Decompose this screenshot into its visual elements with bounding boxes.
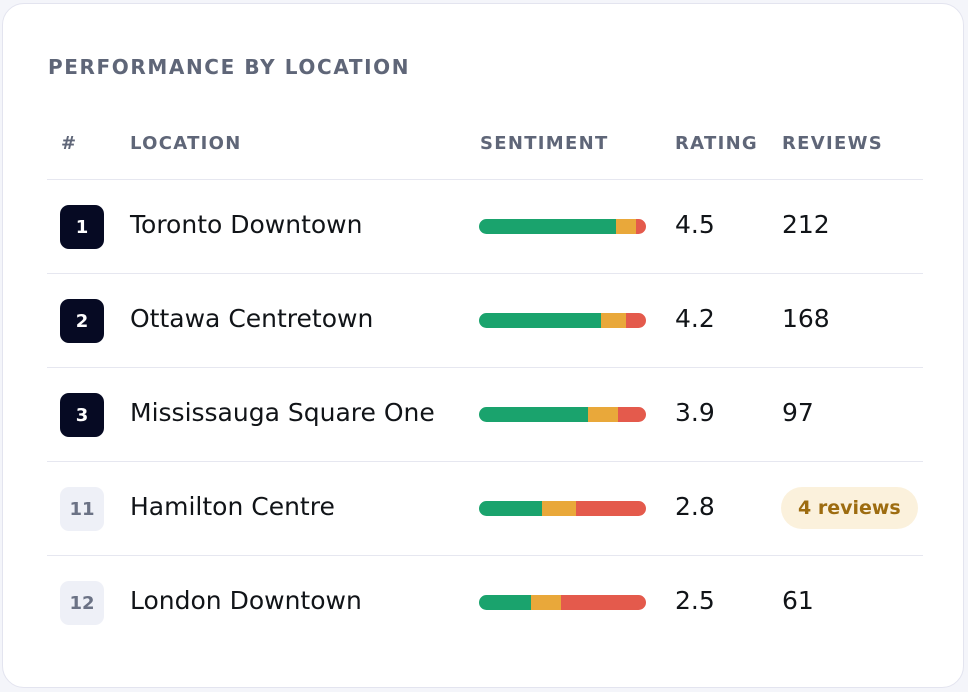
table-body: 1 Toronto Downtown 4.5 212 2 Ottawa Centretow…: [47, 180, 923, 649]
rank-badge: 1: [60, 205, 104, 249]
column-header-rank: #: [61, 133, 78, 154]
table-row[interactable]: 1 Toronto Downtown 4.5 212: [47, 180, 923, 274]
rating-value: 3.9: [675, 398, 715, 427]
sentiment-neutral-segment: [615, 219, 636, 234]
low-reviews-badge: 4 reviews: [781, 487, 918, 529]
sentiment-positive-segment: [479, 501, 543, 516]
table-header: # LOCATION SENTIMENT RATING REVIEWS: [47, 124, 923, 180]
rating-value: 4.5: [675, 210, 715, 239]
rank-badge: 11: [60, 487, 104, 531]
reviews-count: 97: [782, 398, 814, 427]
table-row[interactable]: 2 Ottawa Centretown 4.2 168: [47, 274, 923, 368]
reviews-count: 61: [782, 586, 814, 615]
sentiment-bar: [479, 501, 646, 516]
sentiment-neutral-segment: [530, 595, 561, 610]
location-name: Toronto Downtown: [130, 210, 363, 239]
table-row[interactable]: 3 Mississauga Square One 3.9 97: [47, 368, 923, 462]
performance-card: PERFORMANCE BY LOCATION # LOCATION SENTI…: [2, 3, 964, 688]
column-header-rating: RATING: [675, 133, 759, 154]
location-name: Ottawa Centretown: [130, 304, 374, 333]
card-title: PERFORMANCE BY LOCATION: [48, 55, 411, 79]
sentiment-bar: [479, 219, 646, 234]
sentiment-bar: [479, 407, 646, 422]
rating-value: 2.8: [675, 492, 715, 521]
locations-table: # LOCATION SENTIMENT RATING REVIEWS 1 Tor…: [47, 124, 923, 649]
sentiment-negative-segment: [575, 501, 646, 516]
rating-value: 2.5: [675, 586, 715, 615]
sentiment-negative-segment: [635, 219, 646, 234]
sentiment-positive-segment: [479, 219, 616, 234]
rating-value: 4.2: [675, 304, 715, 333]
sentiment-positive-segment: [479, 595, 531, 610]
rank-badge: 2: [60, 299, 104, 343]
sentiment-positive-segment: [479, 407, 588, 422]
sentiment-positive-segment: [479, 313, 601, 328]
table-row[interactable]: 12 London Downtown 2.5 61: [47, 556, 923, 649]
sentiment-bar: [479, 313, 646, 328]
sentiment-negative-segment: [617, 407, 646, 422]
column-header-location: LOCATION: [130, 133, 242, 154]
reviews-count: 212: [782, 210, 830, 239]
reviews-count: 168: [782, 304, 830, 333]
sentiment-negative-segment: [625, 313, 646, 328]
location-name: Hamilton Centre: [130, 492, 335, 521]
rank-badge: 3: [60, 393, 104, 437]
column-header-sentiment: SENTIMENT: [480, 133, 609, 154]
location-name: Mississauga Square One: [130, 398, 435, 427]
sentiment-neutral-segment: [542, 501, 576, 516]
sentiment-negative-segment: [560, 595, 646, 610]
sentiment-bar: [479, 595, 646, 610]
sentiment-neutral-segment: [587, 407, 618, 422]
rank-badge: 12: [60, 581, 104, 625]
table-row[interactable]: 11 Hamilton Centre 2.8 4 reviews: [47, 462, 923, 556]
column-header-reviews: REVIEWS: [782, 133, 883, 154]
location-name: London Downtown: [130, 586, 362, 615]
sentiment-neutral-segment: [600, 313, 626, 328]
